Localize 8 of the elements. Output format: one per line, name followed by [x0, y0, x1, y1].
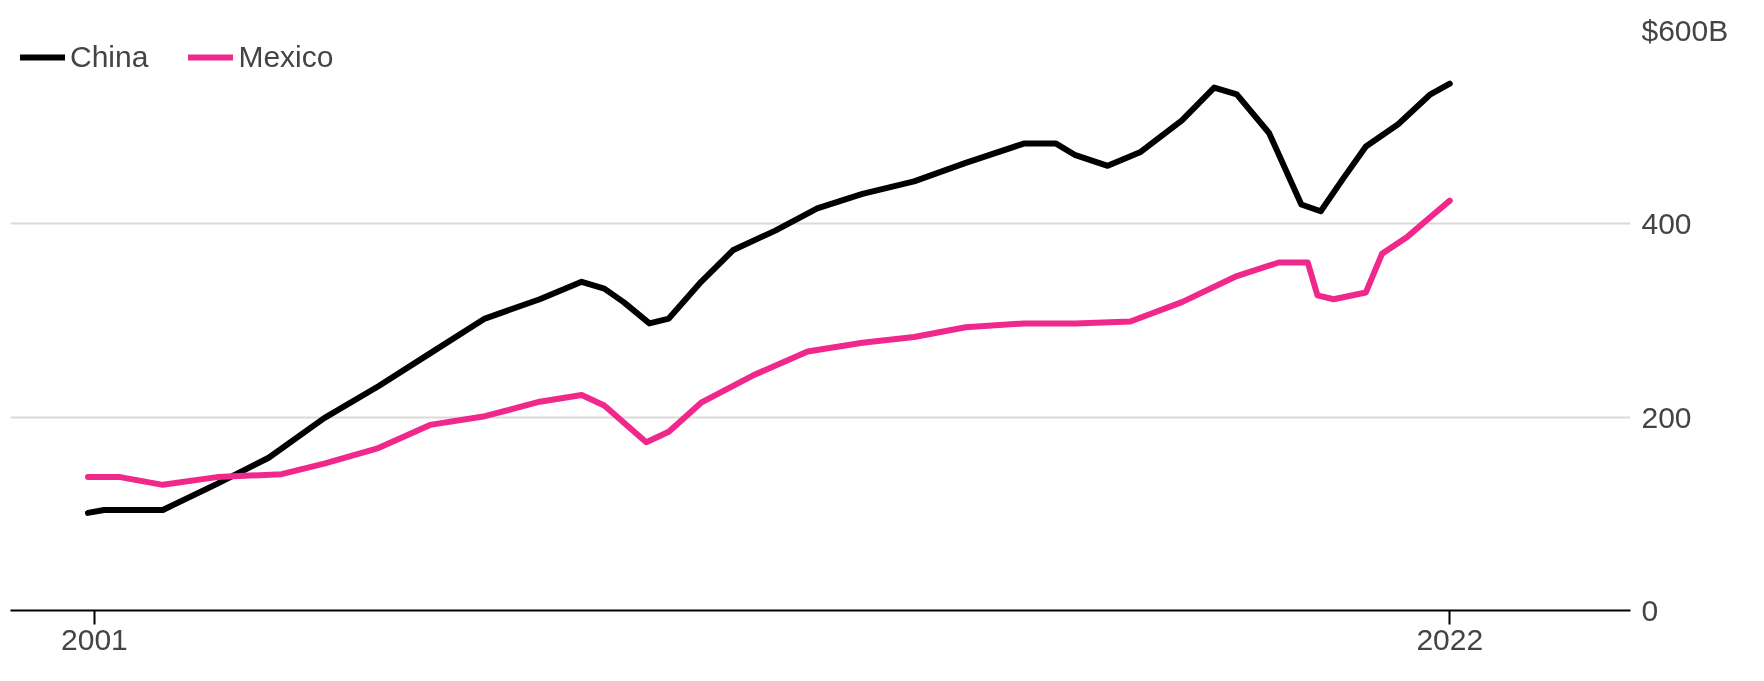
- y-tick-label: 0: [1641, 594, 1659, 627]
- y-tick-label: 200: [1641, 400, 1692, 434]
- y-tick-label: $600B: [1641, 14, 1729, 47]
- y-tick-label: 400: [1641, 207, 1692, 241]
- x-tick-label: 2001: [61, 622, 128, 656]
- x-tick-label: 2022: [1416, 622, 1484, 656]
- legend-label: China: [70, 40, 149, 74]
- legend-label: Mexico: [238, 40, 334, 74]
